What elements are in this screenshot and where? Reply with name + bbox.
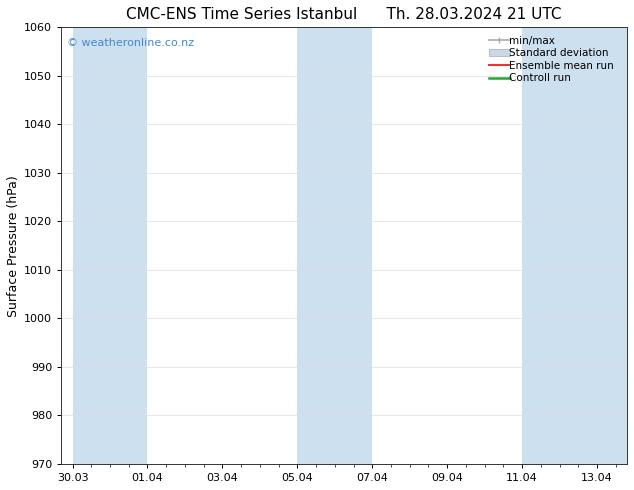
Legend: min/max, Standard deviation, Ensemble mean run, Controll run: min/max, Standard deviation, Ensemble me… [486, 32, 622, 87]
Bar [72, 27, 148, 464]
Title: CMC-ENS Time Series Istanbul      Th. 28.03.2024 21 UTC: CMC-ENS Time Series Istanbul Th. 28.03.2… [126, 7, 562, 22]
Bar [297, 27, 372, 464]
Y-axis label: Surface Pressure (hPa): Surface Pressure (hPa) [7, 175, 20, 317]
Bar [522, 27, 627, 464]
Text: © weatheronline.co.nz: © weatheronline.co.nz [67, 38, 194, 48]
